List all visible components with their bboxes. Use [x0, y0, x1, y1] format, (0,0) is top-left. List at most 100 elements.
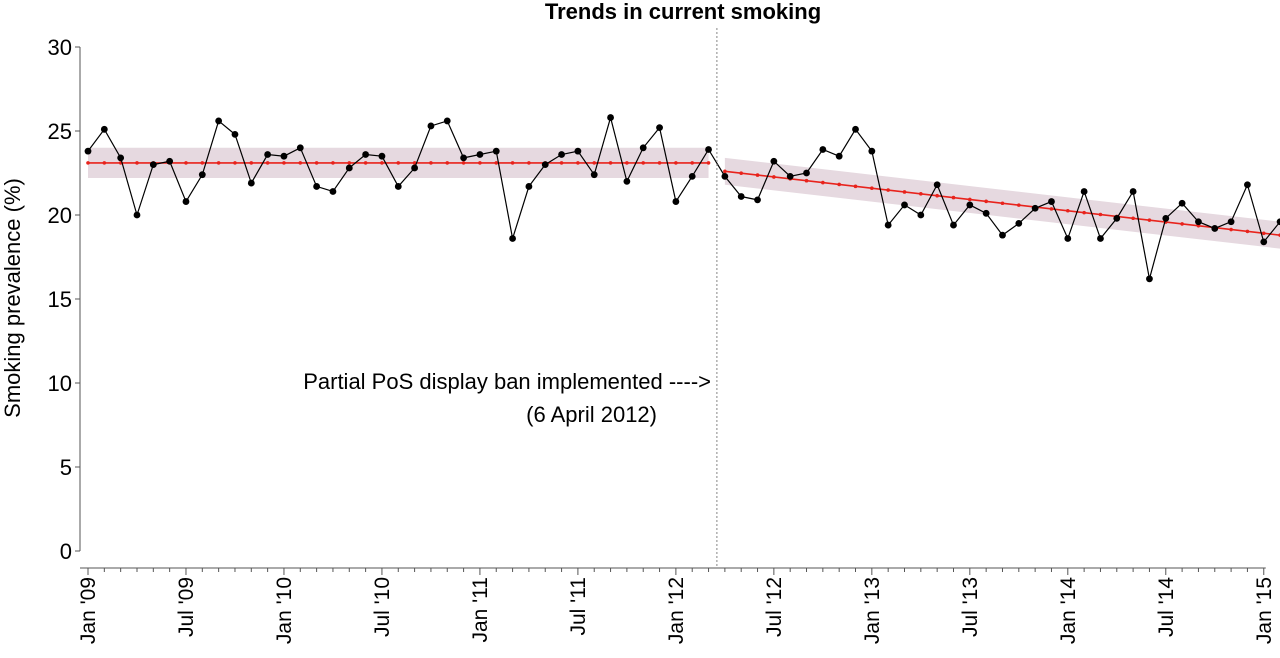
observed-point: [1080, 188, 1088, 195]
observed-point: [1129, 188, 1137, 195]
fitted-point: [282, 161, 286, 165]
observed-point: [803, 169, 810, 177]
observed-point: [688, 172, 696, 180]
fitted-point: [86, 161, 90, 165]
observed-point: [362, 151, 370, 158]
observed-point: [737, 193, 745, 200]
observed-point: [525, 183, 533, 190]
observed-point: [264, 151, 272, 158]
fitted-point: [314, 161, 319, 165]
fitted-point: [657, 161, 662, 165]
observed-point: [476, 151, 484, 158]
x-tick-label: Jan '11: [469, 577, 492, 643]
y-tick-label: 10: [48, 371, 72, 396]
fitted-point: [1000, 201, 1005, 206]
fitted-point: [331, 161, 335, 165]
fitted-point: [625, 161, 629, 165]
x-tick-label: Jul '09: [175, 577, 198, 637]
x-tick-label: Jul '11: [567, 577, 590, 636]
observed-point: [100, 125, 108, 133]
observed-point: [933, 181, 941, 189]
fitted-point: [1147, 218, 1152, 222]
observed-point: [1178, 199, 1186, 207]
fitted-point: [135, 161, 139, 165]
observed-point: [166, 157, 174, 165]
observed-point: [982, 209, 990, 217]
observed-line: [87, 115, 1280, 279]
fitted-point: [723, 169, 727, 174]
fitted-point: [478, 161, 482, 165]
observed-point: [198, 171, 206, 179]
observed-point: [84, 147, 92, 155]
fitted-point: [902, 190, 907, 194]
fitted-point: [1245, 229, 1250, 234]
observed-point: [705, 146, 712, 153]
fitted-point: [559, 161, 564, 165]
observed-point: [1048, 198, 1055, 205]
observed-point: [950, 221, 957, 229]
fitted-point: [739, 171, 743, 175]
x-tick-label: Jan '09: [77, 577, 100, 644]
observed-point: [1195, 218, 1202, 226]
fitted-point: [951, 195, 956, 200]
fitted-point: [200, 161, 205, 165]
fitted-point: [641, 161, 646, 165]
x-tick-label: Jan '10: [273, 577, 296, 644]
fitted-point: [1098, 212, 1103, 217]
observed-point: [966, 201, 974, 209]
observed-point: [999, 231, 1006, 239]
fitted-point: [935, 193, 939, 198]
observed-point: [149, 161, 157, 169]
fitted-point: [363, 161, 368, 165]
annotation-line-1: Partial PoS display ban implemented ----…: [303, 369, 711, 394]
fitted-point: [233, 161, 237, 165]
fitted-point: [772, 175, 776, 179]
observed-point: [574, 147, 582, 155]
observed-point: [1015, 220, 1023, 227]
observed-point: [1097, 235, 1104, 242]
fitted-point: [249, 161, 254, 165]
fitted-point: [706, 161, 711, 165]
fitted-point: [1082, 210, 1086, 215]
observed-point: [329, 188, 337, 195]
observed-point: [607, 114, 614, 121]
observed-point: [1146, 275, 1153, 283]
observed-point: [1064, 235, 1072, 242]
fitted-point: [1049, 207, 1054, 211]
fitted-point: [380, 161, 384, 165]
observed-point: [852, 125, 859, 133]
y-tick-label: 25: [48, 119, 72, 144]
observed-point: [639, 144, 647, 152]
observed-point: [247, 179, 255, 187]
annotation-line-2: (6 April 2012): [526, 402, 657, 427]
observed-point: [182, 198, 190, 205]
fitted-point: [592, 161, 597, 165]
observed-point: [623, 178, 631, 185]
observed-point: [1227, 218, 1235, 226]
observed-point: [656, 124, 663, 132]
fitted-point: [1229, 227, 1233, 232]
axes: 0 5 10 15 20 25 30 Jan '09 Jul '09 Jan '10 Jul '10…: [48, 28, 1276, 644]
fitted-point: [184, 161, 188, 165]
observed-point: [868, 147, 876, 155]
x-tick-label: Jan '13: [861, 577, 884, 644]
fitted-point: [1131, 216, 1135, 221]
y-tick-label: 0: [60, 539, 72, 564]
observed-point: [835, 152, 843, 160]
x-tick-label: Jul '14: [1155, 577, 1178, 637]
observed-point: [541, 161, 549, 169]
observed-series: [84, 114, 1280, 283]
chart-title: Trends in current smoking: [545, 0, 821, 24]
fitted-point: [919, 192, 923, 196]
observed-point: [901, 201, 908, 209]
fitted-point: [1261, 231, 1266, 236]
observed-point: [378, 152, 386, 160]
fitted-point: [821, 180, 825, 185]
observed-point: [313, 183, 321, 190]
fitted-point: [396, 161, 401, 165]
fitted-point: [461, 161, 466, 165]
observed-point: [786, 172, 794, 180]
observed-point: [509, 235, 516, 242]
fitted-point: [1066, 208, 1070, 213]
